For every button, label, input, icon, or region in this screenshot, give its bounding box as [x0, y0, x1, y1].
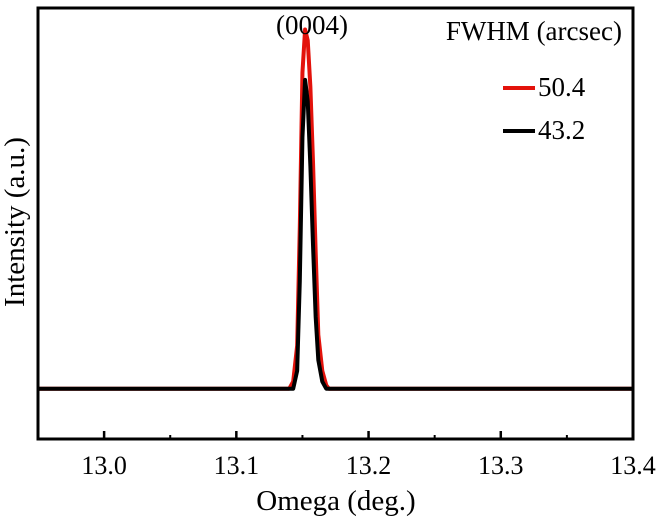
x-tick-label: 13.2 — [346, 451, 392, 480]
x-axis-ticks — [102, 431, 635, 439]
plot-frame — [36, 6, 635, 441]
y-axis-label: Intensity (a.u.) — [0, 137, 31, 307]
legend-label-2: 43.2 — [538, 115, 585, 145]
x-tick-label: 13.1 — [214, 451, 260, 480]
x-axis-label: Omega (deg.) — [256, 485, 415, 517]
peak-annotation: (0004) — [276, 10, 348, 40]
legend-label-1: 50.4 — [538, 72, 586, 102]
x-axis-tick-labels: 13.0 13.1 13.2 13.3 13.4 — [81, 451, 655, 480]
x-tick-label: 13.3 — [478, 451, 524, 480]
x-tick-label: 13.0 — [81, 451, 127, 480]
series-line-2 — [38, 77, 633, 391]
series-layer — [38, 27, 633, 391]
legend-title: FWHM (arcsec) — [446, 16, 622, 46]
legend: 50.4 43.2 — [503, 72, 586, 145]
x-tick-label: 13.4 — [610, 451, 656, 480]
